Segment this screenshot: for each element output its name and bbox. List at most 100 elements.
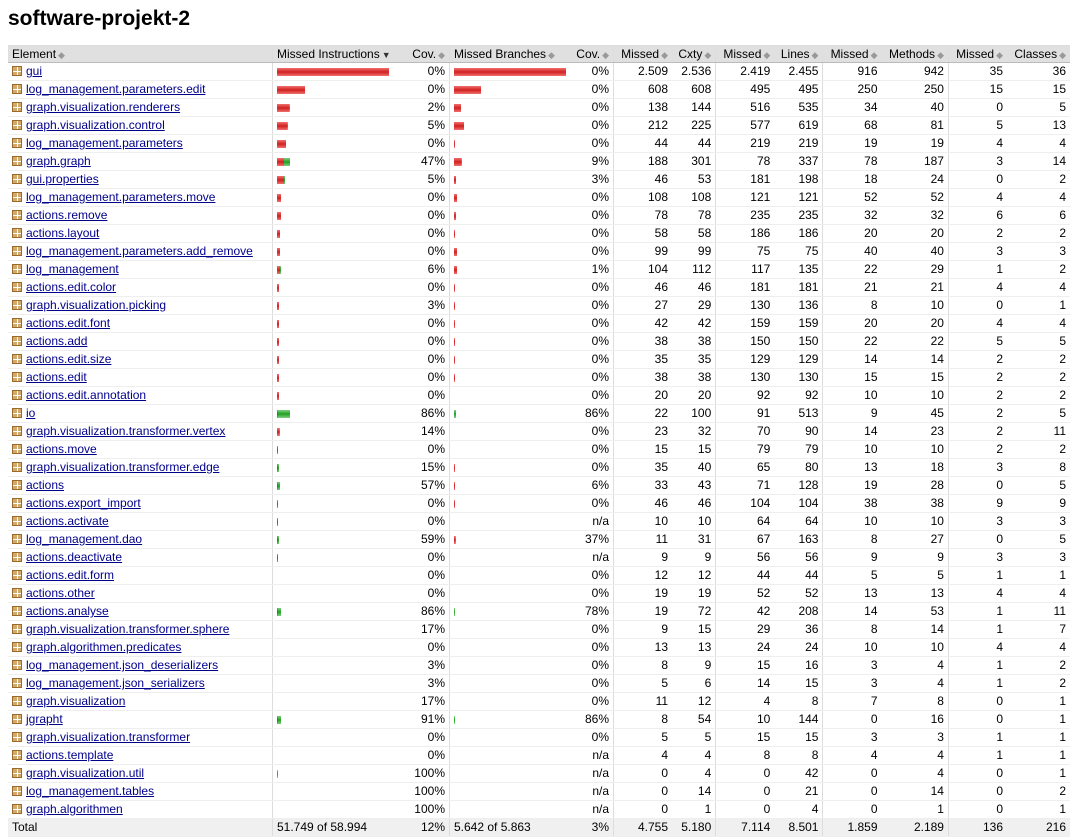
column-header-lines[interactable]: Lines ◆ (774, 45, 823, 63)
package-link[interactable]: actions.export_import (12, 496, 141, 510)
package-link[interactable]: gui.properties (12, 172, 99, 186)
package-link[interactable]: actions.edit.size (12, 352, 111, 366)
package-link[interactable]: actions.move (12, 442, 97, 456)
lines: 144 (774, 710, 823, 729)
package-link[interactable]: graph.visualization.picking (12, 298, 166, 312)
package-link[interactable]: actions.remove (12, 208, 107, 222)
column-header-complexity[interactable]: Cxty ◆ (672, 45, 716, 63)
package-name: graph.visualization.transformer.vertex (26, 424, 226, 438)
package-link[interactable]: log_management.parameters.add_remove (12, 244, 253, 258)
package-icon (12, 624, 22, 634)
missed-lines: 52 (715, 584, 775, 603)
element-cell: gui (8, 62, 273, 81)
package-link[interactable]: graph.visualization.control (12, 118, 165, 132)
instruction-coverage: 86% (406, 602, 450, 621)
package-link[interactable]: actions.add (12, 334, 87, 348)
missed-lines: 42 (715, 602, 775, 621)
package-link[interactable]: graph.visualization.util (12, 766, 144, 780)
column-header-missed-complexity[interactable]: Missed ◆ (613, 45, 673, 63)
branches-covered-segment (454, 715, 455, 724)
package-link[interactable]: io (12, 406, 35, 420)
branches-bar-cell (449, 386, 570, 405)
column-header-missed-methods[interactable]: Missed ◆ (822, 45, 882, 63)
package-link[interactable]: actions.template (12, 748, 113, 762)
missed-complexity: 78 (613, 206, 673, 225)
instructions-bar-cell (272, 404, 406, 423)
instruction-coverage: 0% (406, 584, 450, 603)
methods: 15 (881, 368, 949, 387)
package-link[interactable]: graph.visualization.transformer (12, 730, 190, 744)
package-link[interactable]: actions.edit.color (12, 280, 116, 294)
package-link[interactable]: actions.edit.form (12, 568, 114, 582)
package-link[interactable]: actions (12, 478, 64, 492)
sort-icon: ◆ (937, 50, 944, 60)
classes: 2 (1007, 386, 1070, 405)
package-link[interactable]: actions.other (12, 586, 95, 600)
methods: 1 (881, 800, 949, 819)
package-link[interactable]: log_management.parameters.edit (12, 82, 205, 96)
package-icon (12, 714, 22, 724)
package-link[interactable]: gui (12, 64, 42, 78)
missed-classes: 3 (947, 242, 1008, 261)
column-header-instruction-coverage[interactable]: Cov. ◆ (406, 45, 450, 63)
column-header-branch-coverage[interactable]: Cov. ◆ (570, 45, 614, 63)
package-link[interactable]: actions.analyse (12, 604, 109, 618)
methods: 5 (881, 566, 949, 585)
lines: 219 (774, 134, 823, 153)
instructions-bar (277, 535, 402, 544)
sort-icon: ◆ (602, 50, 609, 60)
instructions-bar-cell (272, 548, 406, 567)
missed-methods: 0 (822, 800, 882, 819)
missed-methods: 8 (822, 530, 882, 549)
package-link[interactable]: log_management (12, 262, 119, 276)
package-link[interactable]: actions.activate (12, 514, 109, 528)
package-link[interactable]: actions.edit.font (12, 316, 110, 330)
package-link[interactable]: log_management.dao (12, 532, 142, 546)
column-header-missed-lines[interactable]: Missed ◆ (715, 45, 775, 63)
branches-bar (454, 446, 566, 454)
package-link[interactable]: graph.algorithmen.predicates (12, 640, 181, 654)
package-link[interactable]: graph.visualization.renderers (12, 100, 180, 114)
package-link[interactable]: log_management.tables (12, 784, 154, 798)
package-link[interactable]: graph.visualization.transformer.sphere (12, 622, 229, 636)
instructions-bar-cell (272, 566, 406, 585)
instructions-bar (277, 409, 402, 418)
package-name: log_management (26, 262, 119, 276)
instructions-bar (277, 806, 402, 814)
package-link[interactable]: graph.graph (12, 154, 91, 168)
branches-missed-segment (454, 535, 455, 544)
package-link[interactable]: actions.edit (12, 370, 87, 384)
instructions-bar-cell (272, 98, 406, 117)
package-name: graph.visualization.transformer.sphere (26, 622, 230, 636)
package-link[interactable]: graph.visualization (12, 694, 125, 708)
missed-complexity: 38 (613, 332, 673, 351)
package-link[interactable]: log_management.json_deserializers (12, 658, 218, 672)
lines: 130 (774, 368, 823, 387)
package-link[interactable]: graph.algorithmen (12, 802, 123, 816)
missed-methods: 3 (822, 674, 882, 693)
package-link[interactable]: graph.visualization.transformer.edge (12, 460, 219, 474)
instructions-bar (277, 301, 402, 310)
table-row: graph.algorithmen.predicates 0% 0% 13 13 24 24… (8, 638, 1070, 657)
branches-bar (454, 373, 566, 382)
package-link[interactable]: log_management.json_serializers (12, 676, 205, 690)
package-link[interactable]: actions.layout (12, 226, 99, 240)
package-link[interactable]: log_management.parameters (12, 136, 183, 150)
instructions-bar (277, 481, 402, 490)
package-link[interactable]: actions.edit.annotation (12, 388, 146, 402)
element-cell: actions.analyse (8, 602, 273, 621)
column-header-missed-classes[interactable]: Missed ◆ (947, 45, 1008, 63)
branches-missed-segment (454, 67, 566, 76)
column-header-element[interactable]: Element ◆ (8, 45, 273, 63)
column-header-missed-branches[interactable]: Missed Branches ◆ (449, 45, 570, 63)
column-header-missed-instructions[interactable]: Missed Instructions ▼ (272, 45, 406, 63)
instructions-bar-cell (272, 692, 406, 711)
classes: 3 (1007, 512, 1070, 531)
column-header-methods[interactable]: Methods ◆ (881, 45, 949, 63)
package-link[interactable]: jgrapht (12, 712, 63, 726)
column-header-classes[interactable]: Classes ◆ (1007, 45, 1070, 63)
lines: 64 (774, 512, 823, 531)
package-link[interactable]: actions.deactivate (12, 550, 122, 564)
package-link[interactable]: log_management.parameters.move (12, 190, 215, 204)
package-link[interactable]: graph.visualization.transformer.vertex (12, 424, 225, 438)
